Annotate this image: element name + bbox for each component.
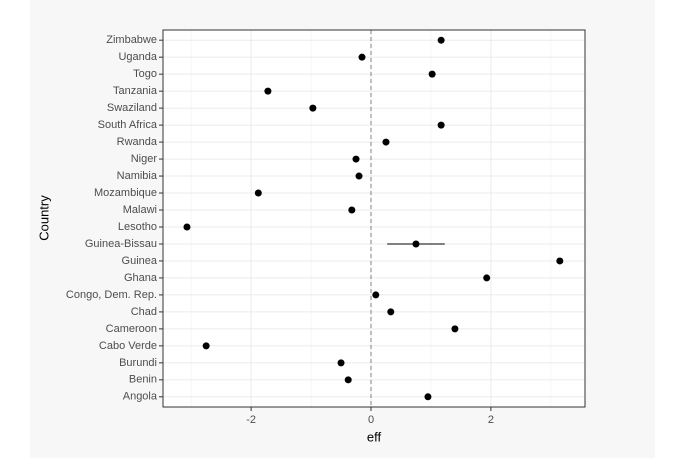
dot [424,393,432,401]
x-tick-label: 2 [488,414,494,426]
y-tick-label: Tanzania [113,85,158,97]
dot [387,308,395,316]
dot [451,325,459,333]
dot [437,36,445,44]
panel-border [162,29,586,408]
y-tick-label: Niger [131,153,158,165]
x-tick-label: 0 [368,414,374,426]
dot [556,257,564,265]
dot [352,155,360,163]
dot [344,376,352,384]
y-tick-label: Mozambique [94,187,157,199]
y-axis-title: Country [36,195,51,241]
dot [412,240,420,248]
dot [183,223,191,231]
y-tick-label: Uganda [118,51,157,63]
panel [163,30,585,407]
dot [355,172,363,180]
y-tick-label: Swaziland [107,102,157,114]
y-tick-label: Ghana [124,272,158,284]
dot [372,291,380,299]
y-tick-label: Togo [133,68,157,80]
y-tick-label: Guinea-Bissau [85,238,157,250]
dot [309,104,317,112]
dot [437,121,445,129]
y-tick-label: Angola [123,391,158,403]
dot [382,138,390,146]
y-tick-label: South Africa [98,119,158,131]
y-tick-label: Guinea [122,255,158,267]
dot [358,53,366,61]
y-tick-label: Burundi [119,357,157,369]
y-tick-label: Namibia [117,170,158,182]
dot [428,70,436,78]
y-tick-label: Cameroon [106,323,157,335]
y-tick-label: Benin [129,374,157,386]
y-tick-label: Chad [131,306,157,318]
y-tick-label: Zimbabwe [106,34,157,46]
dot [348,206,356,214]
y-tick-label: Cabo Verde [99,340,157,352]
dot [264,87,272,95]
y-tick-label: Lesotho [118,221,157,233]
x-axis-title: eff [367,429,382,444]
dot [337,359,345,367]
y-tick-label: Rwanda [117,136,158,148]
y-tick-label: Congo, Dem. Rep. [66,289,157,301]
y-tick-label: Malawi [123,204,157,216]
dot [483,274,491,282]
dot [254,189,262,197]
dot [202,342,210,350]
x-tick-label: -2 [246,414,256,426]
